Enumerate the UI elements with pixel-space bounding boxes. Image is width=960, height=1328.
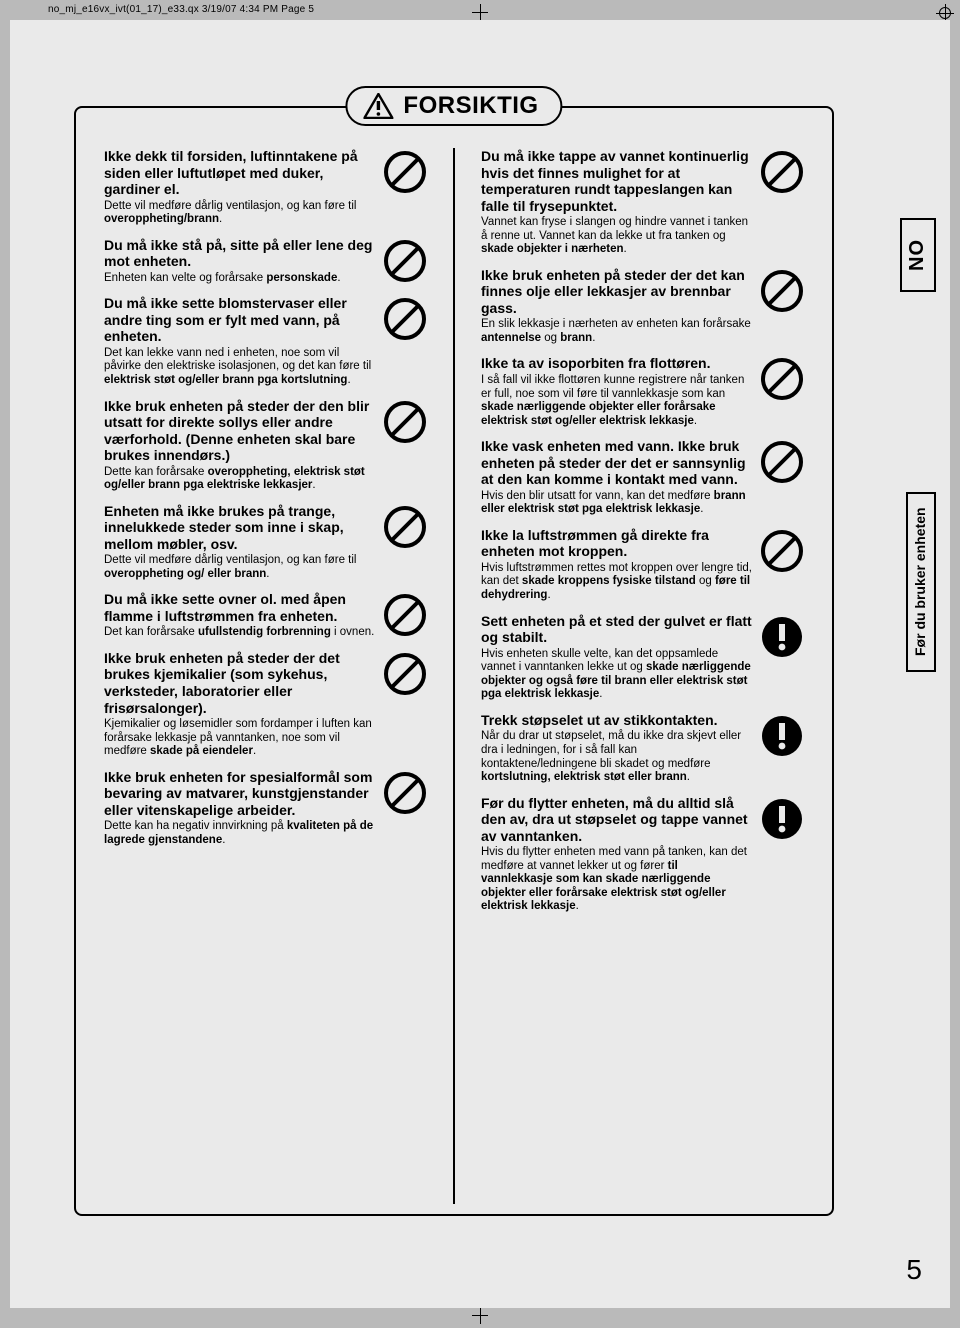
prohibit-icon — [760, 529, 804, 573]
right-column: Du må ikke tappe av vannet kontinuerlig … — [481, 148, 804, 1204]
crop-mark — [472, 1315, 488, 1316]
caution-panel: FORSIKTIG Ikke dekk til forsiden, luftin… — [74, 106, 834, 1216]
caution-body: Kjemikalier og løsemidler som fordamper … — [104, 718, 375, 759]
caution-heading: Ikke la luftstrømmen gå direkte fra enhe… — [481, 527, 752, 560]
caution-item: Ikke ta av isoporbiten fra flottøren. I s… — [481, 355, 804, 428]
caution-body: En slik lekkasje i nærheten av enheten k… — [481, 318, 752, 345]
caution-heading: Ikke bruk enheten på steder der det kan … — [481, 267, 752, 317]
caution-item: Ikke bruk enheten på steder der den blir… — [104, 398, 427, 493]
caution-item: Sett enheten på et sted der gulvet er fl… — [481, 613, 804, 702]
caution-body: Dette vil medføre dårlig ventilasjon, og… — [104, 200, 375, 227]
prohibit-icon — [760, 150, 804, 194]
prohibit-icon — [383, 593, 427, 637]
caution-item: Ikke bruk enheten på steder der det kan … — [481, 267, 804, 346]
caution-body: Hvis den blir utsatt for vann, kan det m… — [481, 490, 752, 517]
mandatory-icon — [760, 714, 804, 758]
caution-heading: Du må ikke sette ovner ol. med åpen flam… — [104, 591, 375, 624]
prohibit-icon — [760, 440, 804, 484]
caution-item: Du må ikke stå på, sitte på eller lene d… — [104, 237, 427, 286]
caution-item: Ikke dekk til forsiden, luftinntakene på… — [104, 148, 427, 227]
caution-heading: Ikke dekk til forsiden, luftinntakene på… — [104, 148, 375, 198]
prohibit-icon — [383, 505, 427, 549]
left-column: Ikke dekk til forsiden, luftinntakene på… — [104, 148, 427, 1204]
caution-item: Du må ikke sette ovner ol. med åpen flam… — [104, 591, 427, 640]
caution-heading: Ikke bruk enheten på steder der det bruk… — [104, 650, 375, 716]
caution-heading: Før du flytter enheten, må du alltid slå… — [481, 795, 752, 845]
caution-body: Dette kan ha negativ innvirkning på kval… — [104, 820, 375, 847]
caution-item: Trekk støpselet ut av stikkontakten.Når … — [481, 712, 804, 785]
caution-item: Ikke bruk enheten på steder der det bruk… — [104, 650, 427, 759]
prohibit-icon — [760, 269, 804, 313]
caution-item: Du må ikke sette blomstervaser eller and… — [104, 295, 427, 387]
caution-body: Det kan lekke vann ned i enheten, noe so… — [104, 347, 375, 388]
caution-heading: Du må ikke tappe av vannet kontinuerlig … — [481, 148, 752, 214]
caution-heading: Du må ikke sette blomstervaser eller and… — [104, 295, 375, 345]
caution-heading: Trekk støpselet ut av stikkontakten. — [481, 712, 752, 729]
caution-heading: Du må ikke stå på, sitte på eller lene d… — [104, 237, 375, 270]
side-tab-section: Før du bruker enheten — [906, 492, 936, 672]
caution-item: Før du flytter enheten, må du alltid slå… — [481, 795, 804, 914]
mandatory-icon — [760, 797, 804, 841]
caution-item: Enheten må ikke brukes på trange, innelu… — [104, 503, 427, 582]
column-separator — [453, 148, 455, 1204]
caution-body: Det kan forårsake ufullstendig forbrenni… — [104, 626, 375, 640]
side-tab-language: NO — [900, 218, 936, 292]
caution-body: Vannet kan fryse i slangen og hindre van… — [481, 216, 752, 257]
caution-heading: Enheten må ikke brukes på trange, innelu… — [104, 503, 375, 553]
caution-heading: Ikke bruk enheten for spesialformål som … — [104, 769, 375, 819]
prohibit-icon — [383, 400, 427, 444]
prohibit-icon — [383, 150, 427, 194]
caution-body: Enheten kan velte og forårsake personska… — [104, 272, 375, 286]
prohibit-icon — [383, 297, 427, 341]
warning-triangle-icon — [363, 93, 393, 119]
page-number: 5 — [906, 1254, 922, 1286]
caution-item: Ikke vask enheten med vann. Ikke bruk en… — [481, 438, 804, 517]
caution-item: Du må ikke tappe av vannet kontinuerlig … — [481, 148, 804, 257]
caution-body: Hvis luftstrømmen rettes mot kroppen ove… — [481, 562, 752, 603]
caution-body: I så fall vil ikke flottøren kunne regis… — [481, 374, 752, 428]
crop-mark — [480, 1308, 481, 1324]
caution-item: Ikke bruk enheten for spesialformål som … — [104, 769, 427, 848]
caution-body: Dette vil medføre dårlig ventilasjon, og… — [104, 554, 375, 581]
page: NO Før du bruker enheten FORSIKTIG Ikke … — [10, 20, 950, 1308]
caution-title-badge: FORSIKTIG — [345, 86, 562, 126]
prohibit-icon — [383, 239, 427, 283]
caution-item: Ikke la luftstrømmen gå direkte fra enhe… — [481, 527, 804, 603]
caution-body: Dette kan forårsake overoppheting, elekt… — [104, 466, 375, 493]
caution-heading: Sett enheten på et sted der gulvet er fl… — [481, 613, 752, 646]
caution-heading: Ikke vask enheten med vann. Ikke bruk en… — [481, 438, 752, 488]
prohibit-icon — [383, 771, 427, 815]
caution-title-text: FORSIKTIG — [403, 92, 538, 120]
mandatory-icon — [760, 615, 804, 659]
caution-heading: Ikke bruk enheten på steder der den blir… — [104, 398, 375, 464]
caution-heading: Ikke ta av isoporbiten fra flottøren. — [481, 355, 752, 372]
caution-body: Hvis du flytter enheten med vann på tank… — [481, 846, 752, 914]
crop-mark — [472, 12, 488, 13]
caution-body: Når du drar ut støpselet, må du ikke dra… — [481, 730, 752, 784]
prohibit-icon — [383, 652, 427, 696]
prohibit-icon — [760, 357, 804, 401]
caution-body: Hvis enheten skulle velte, kan det oppsa… — [481, 648, 752, 702]
